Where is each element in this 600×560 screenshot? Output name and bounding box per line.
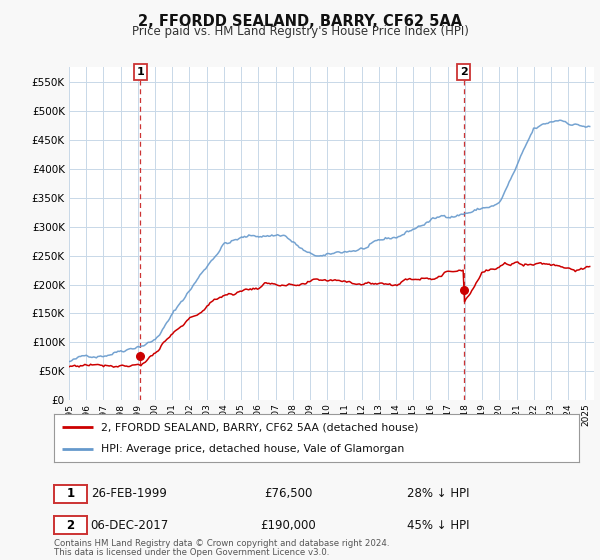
Text: 2: 2 (67, 519, 74, 532)
Text: 2, FFORDD SEALAND, BARRY, CF62 5AA: 2, FFORDD SEALAND, BARRY, CF62 5AA (138, 14, 462, 29)
Text: £76,500: £76,500 (264, 487, 312, 501)
Text: 26-FEB-1999: 26-FEB-1999 (91, 487, 167, 501)
Text: Contains HM Land Registry data © Crown copyright and database right 2024.: Contains HM Land Registry data © Crown c… (54, 539, 389, 548)
Text: This data is licensed under the Open Government Licence v3.0.: This data is licensed under the Open Gov… (54, 548, 329, 557)
Text: 45% ↓ HPI: 45% ↓ HPI (407, 519, 469, 532)
Text: 06-DEC-2017: 06-DEC-2017 (90, 519, 168, 532)
Text: 28% ↓ HPI: 28% ↓ HPI (407, 487, 469, 501)
Text: 1: 1 (67, 487, 74, 501)
Text: Price paid vs. HM Land Registry's House Price Index (HPI): Price paid vs. HM Land Registry's House … (131, 25, 469, 38)
Text: 2: 2 (460, 67, 467, 77)
Text: HPI: Average price, detached house, Vale of Glamorgan: HPI: Average price, detached house, Vale… (101, 444, 404, 454)
Text: 2, FFORDD SEALAND, BARRY, CF62 5AA (detached house): 2, FFORDD SEALAND, BARRY, CF62 5AA (deta… (101, 422, 419, 432)
Text: 1: 1 (137, 67, 145, 77)
Text: £190,000: £190,000 (260, 519, 316, 532)
